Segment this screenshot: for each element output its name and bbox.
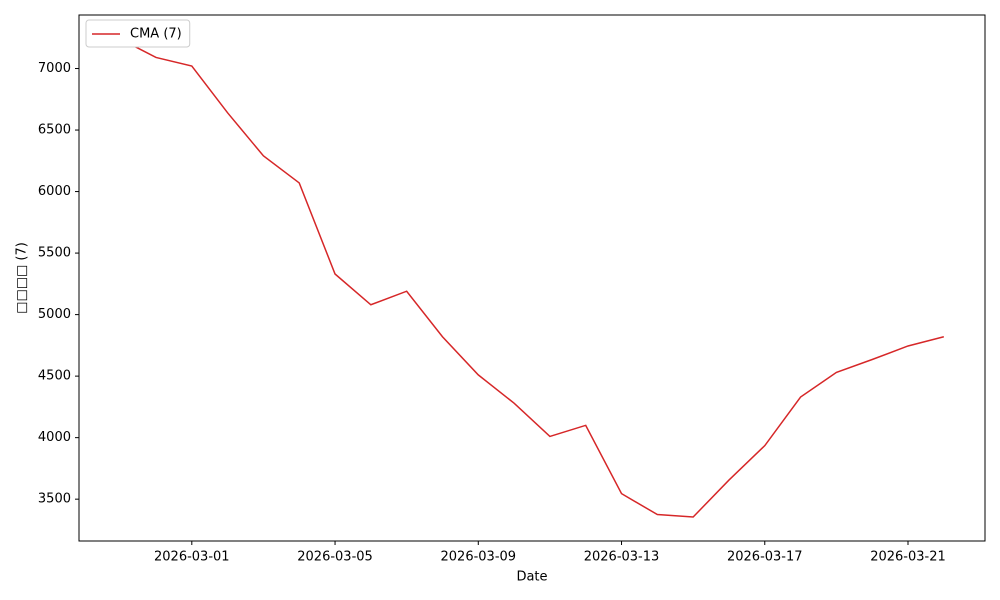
y-tick-label: 4000 — [38, 430, 71, 445]
x-tick-label: 2026-03-05 — [297, 550, 373, 565]
legend-box — [85, 19, 191, 48]
x-tick-label: 2026-03-21 — [870, 550, 946, 565]
plot-frame — [78, 14, 986, 542]
data-line — [119, 38, 945, 518]
x-tick-label: 2026-03-13 — [584, 550, 660, 565]
legend-label: CMA (7) — [130, 27, 182, 42]
y-tick-label: 5500 — [38, 246, 71, 261]
y-tick-label: 4500 — [38, 369, 71, 384]
y-tick-label: 6500 — [38, 123, 71, 138]
y-tick-label: 5000 — [38, 307, 71, 322]
y-axis-label: □□□□ (7) — [15, 242, 30, 314]
x-tick-label: 2026-03-01 — [154, 550, 230, 565]
x-axis-label: Date — [516, 570, 547, 585]
y-tick-label: 3500 — [38, 492, 71, 507]
x-tick-label: 2026-03-09 — [441, 550, 517, 565]
y-tick-label: 7000 — [38, 61, 71, 76]
y-tick-label: 6000 — [38, 184, 71, 199]
x-tick-label: 2026-03-17 — [727, 550, 803, 565]
